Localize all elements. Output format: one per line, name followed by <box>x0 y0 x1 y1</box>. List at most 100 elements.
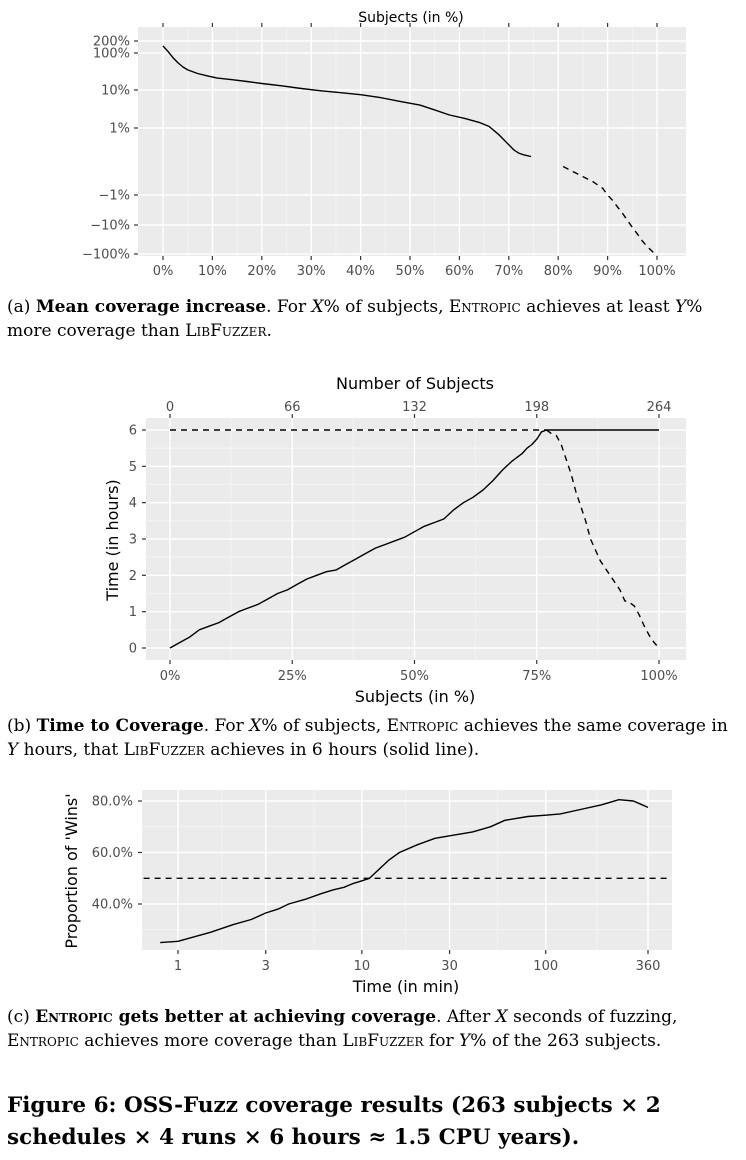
chart-b-x-tick-label: 75% <box>522 669 551 684</box>
chart-b-series <box>169 429 660 649</box>
caption-c: (c) Entropic gets better at achieving co… <box>7 1005 742 1053</box>
chart-a-y-ticks: 200%100% 10% 1% −1% −10% −100% <box>82 35 138 263</box>
chart-c-series <box>143 799 668 944</box>
chart-a-y-tick-label: −1% <box>98 189 130 204</box>
chart-a-title: Subjects (in %) <box>358 10 464 26</box>
chart-a-y-tick-label: 1% <box>109 122 130 137</box>
chart-b-y-label: Time (in hours) <box>103 479 122 601</box>
caption-a-text: achieves at least <box>520 297 675 317</box>
caption-a: (a) Mean coverage increase. For X% of su… <box>7 295 742 343</box>
chart-b-series-line-dashed <box>546 429 660 649</box>
chart-c-x-tick-label: 100 <box>533 959 558 974</box>
chart-b-y-tick-label: 6 <box>129 424 137 439</box>
chart-a-x-tick-label: 80% <box>544 264 573 279</box>
chart-b-y-tick-label: 1 <box>129 605 137 620</box>
chart-a-y-tick-label: 200% <box>93 35 130 50</box>
chart-b-top-tick-label: 66 <box>284 400 301 415</box>
chart-c-x-tick-label: 10 <box>354 959 371 974</box>
chart-a-y-tick-label: −10% <box>90 219 130 234</box>
caption-a-text: . <box>266 321 272 341</box>
caption-c-prefix: (c) <box>7 1007 36 1027</box>
caption-a-bold: Mean coverage increase <box>35 297 267 317</box>
chart-b-x-tick-label: 100% <box>640 669 677 684</box>
caption-b-text: % of subjects, <box>261 716 387 736</box>
chart-c-x-tick-label: 30 <box>441 959 458 974</box>
chart-c-y-tick-label: 60.0% <box>92 846 133 861</box>
caption-c-text: % of the 263 subjects. <box>470 1031 662 1051</box>
figure-caption: Figure 6: OSS-Fuzz coverage results (263… <box>7 1093 661 1150</box>
chart-a-y-tick-label: 100% <box>93 47 130 62</box>
chart-c-gridlines <box>142 790 672 950</box>
chart-c-x-tick-label: 1 <box>174 959 182 974</box>
caption-c-text: seconds of fuzzing, <box>507 1007 678 1027</box>
caption-c-bold-entropic: Entropic <box>35 1007 113 1027</box>
caption-b-var-x: X <box>249 716 262 736</box>
chart-a-mean-coverage: Subjects (in %) 0% 10% 20% 30% 40% 50% 60% 70% 8… <box>82 10 686 279</box>
chart-a-y-tick-label: 10% <box>101 84 130 99</box>
caption-b: (b) Time to Coverage. For X% of subjects… <box>7 714 742 762</box>
caption-c-libfuzzer: LibFuzzer <box>342 1031 424 1051</box>
chart-b-top-tick-label: 264 <box>647 400 672 415</box>
chart-b-top-tick-label: 198 <box>524 400 549 415</box>
chart-a-series-line-dashed <box>562 165 658 257</box>
chart-a-x-ticks: 0% 10% 20% 30% 40% 50% 60% 70% 80% 90% 100% <box>153 23 676 279</box>
chart-b-y-tick-label: 4 <box>129 496 137 511</box>
caption-b-bold: Time to Coverage <box>36 716 204 736</box>
caption-a-var-x: X <box>311 297 324 317</box>
chart-a-x-tick-label: 60% <box>445 264 474 279</box>
caption-c-var-y: Y <box>459 1031 471 1051</box>
chart-a-gridlines <box>138 27 686 256</box>
chart-b-top-tick-label: 0 <box>166 400 174 415</box>
caption-b-var-y: Y <box>7 740 19 760</box>
caption-b-libfuzzer: LibFuzzer <box>123 740 205 760</box>
chart-c-y-tick-label: 80.0% <box>92 795 133 810</box>
chart-a-x-tick-label: 100% <box>638 264 675 279</box>
caption-b-entropic: Entropic <box>386 716 459 736</box>
chart-a-series <box>162 45 658 257</box>
chart-b-series-line-solid <box>169 429 659 649</box>
caption-a-libfuzzer: LibFuzzer <box>185 321 267 341</box>
caption-b-text: hours, that <box>18 740 124 760</box>
figure-charts: Subjects (in %) 0% 10% 20% 30% 4 0% 50% 60% 70% 8… <box>62 10 686 996</box>
caption-c-text: for <box>423 1031 460 1051</box>
chart-b-top-x-ticks: 0 66 132 198 264 <box>166 400 672 418</box>
caption-b-prefix: (b) <box>7 716 37 736</box>
caption-a-text: % of subjects, <box>323 297 449 317</box>
caption-b-text: achieves the same coverage in <box>458 716 728 736</box>
chart-a-x-tick-label: 90% <box>593 264 622 279</box>
caption-a-text: . For <box>266 297 312 317</box>
caption-c-entropic: Entropic <box>7 1031 79 1051</box>
chart-c-y-ticks: 80.0% 60.0% 40.0% <box>92 795 142 913</box>
caption-b-text: . For <box>203 716 250 736</box>
chart-a-x-tick-label: 20% <box>247 264 276 279</box>
chart-a-x-tick-label: 70% <box>494 264 523 279</box>
chart-a-y-tick-label: −100% <box>82 248 130 263</box>
caption-c-text: . After <box>436 1007 496 1027</box>
chart-a-x-tick-label: 0% <box>153 264 174 279</box>
chart-c-proportion-wins: Time (in min) Proportion of 'Wins' 1 3 10 3… <box>62 790 672 996</box>
chart-b-x-tick-label: 50% <box>400 669 429 684</box>
caption-a-prefix: (a) <box>7 297 36 317</box>
chart-c-x-label: Time (in min) <box>352 977 460 996</box>
caption-c-text: achieves more coverage than <box>78 1031 343 1051</box>
chart-c-series-line-solid <box>160 799 649 944</box>
chart-b-y-tick-label: 0 <box>129 642 137 657</box>
caption-c-bold: gets better at achieving coverage <box>112 1007 437 1027</box>
chart-b-y-tick-label: 3 <box>129 533 137 548</box>
chart-b-top-title: Number of Subjects <box>336 374 494 393</box>
chart-c-x-ticks: 1 3 10 30 100 360 <box>174 950 661 974</box>
chart-b-top-tick-label: 132 <box>402 400 427 415</box>
caption-a-text: % more coverage than <box>7 297 703 341</box>
caption-c-var-x: X <box>495 1007 508 1027</box>
chart-a-series-line-solid <box>162 45 532 158</box>
chart-c-y-label: Proportion of 'Wins' <box>62 793 81 948</box>
chart-b-time-to-coverage: Number of Subjects Subjects (in %) Time … <box>103 374 686 706</box>
chart-c-x-tick-label: 360 <box>636 959 661 974</box>
chart-a-x-tick-label: 10% <box>198 264 227 279</box>
chart-b-x-tick-label: 0% <box>160 669 181 684</box>
chart-b-y-ticks: 0 1 2 3 4 5 6 <box>129 424 146 657</box>
chart-b-x-tick-label: 25% <box>278 669 307 684</box>
caption-b-text: achieves in 6 hours (solid line). <box>204 740 480 760</box>
chart-a-x-tick-label: 50% <box>396 264 425 279</box>
chart-a-x-tick-label: 30% <box>297 264 326 279</box>
